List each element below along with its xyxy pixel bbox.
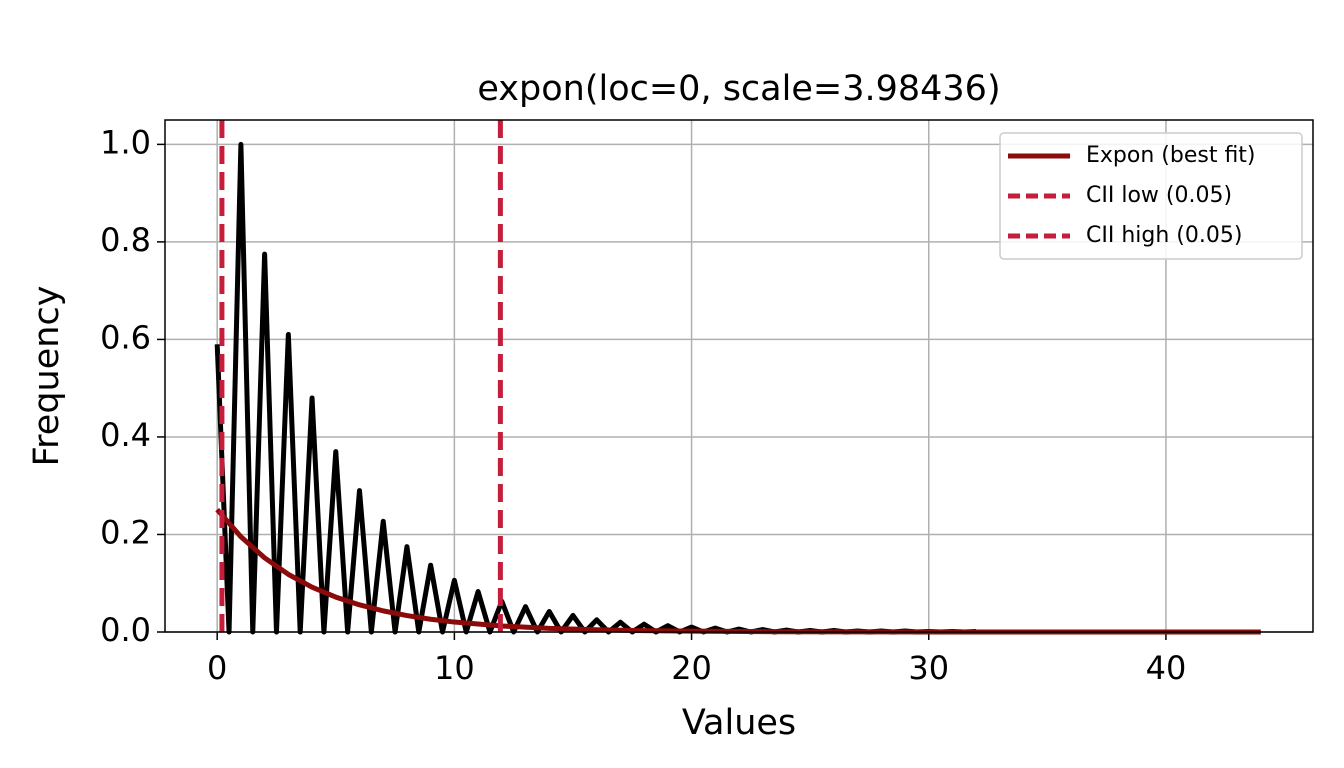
legend-box <box>999 132 1303 260</box>
plot-frame <box>164 119 1314 633</box>
y-tick-label: 0.2 <box>100 513 151 551</box>
y-tick-label: 0.8 <box>100 221 151 259</box>
x-tick-label: 40 <box>1146 649 1187 687</box>
x-tick-label: 10 <box>434 649 475 687</box>
legend-label: CII low (0.05) <box>1086 183 1232 208</box>
legend-label: Expon (best fit) <box>1086 143 1256 168</box>
y-tick-label: 0.4 <box>100 416 151 454</box>
x-axis-label: Values <box>682 703 796 743</box>
chart-title: expon(loc=0, scale=3.98436) <box>477 69 1000 109</box>
y-tick-label: 0.0 <box>100 611 151 649</box>
x-tick-label: 0 <box>207 649 227 687</box>
y-tick-label: 1.0 <box>100 123 151 161</box>
x-tick-label: 30 <box>908 649 949 687</box>
legend-label: CII high (0.05) <box>1086 223 1242 248</box>
y-tick-label: 0.6 <box>100 318 151 356</box>
x-tick-label: 20 <box>671 649 712 687</box>
data-line <box>214 141 977 635</box>
y-axis-label: Frequency <box>27 286 67 467</box>
